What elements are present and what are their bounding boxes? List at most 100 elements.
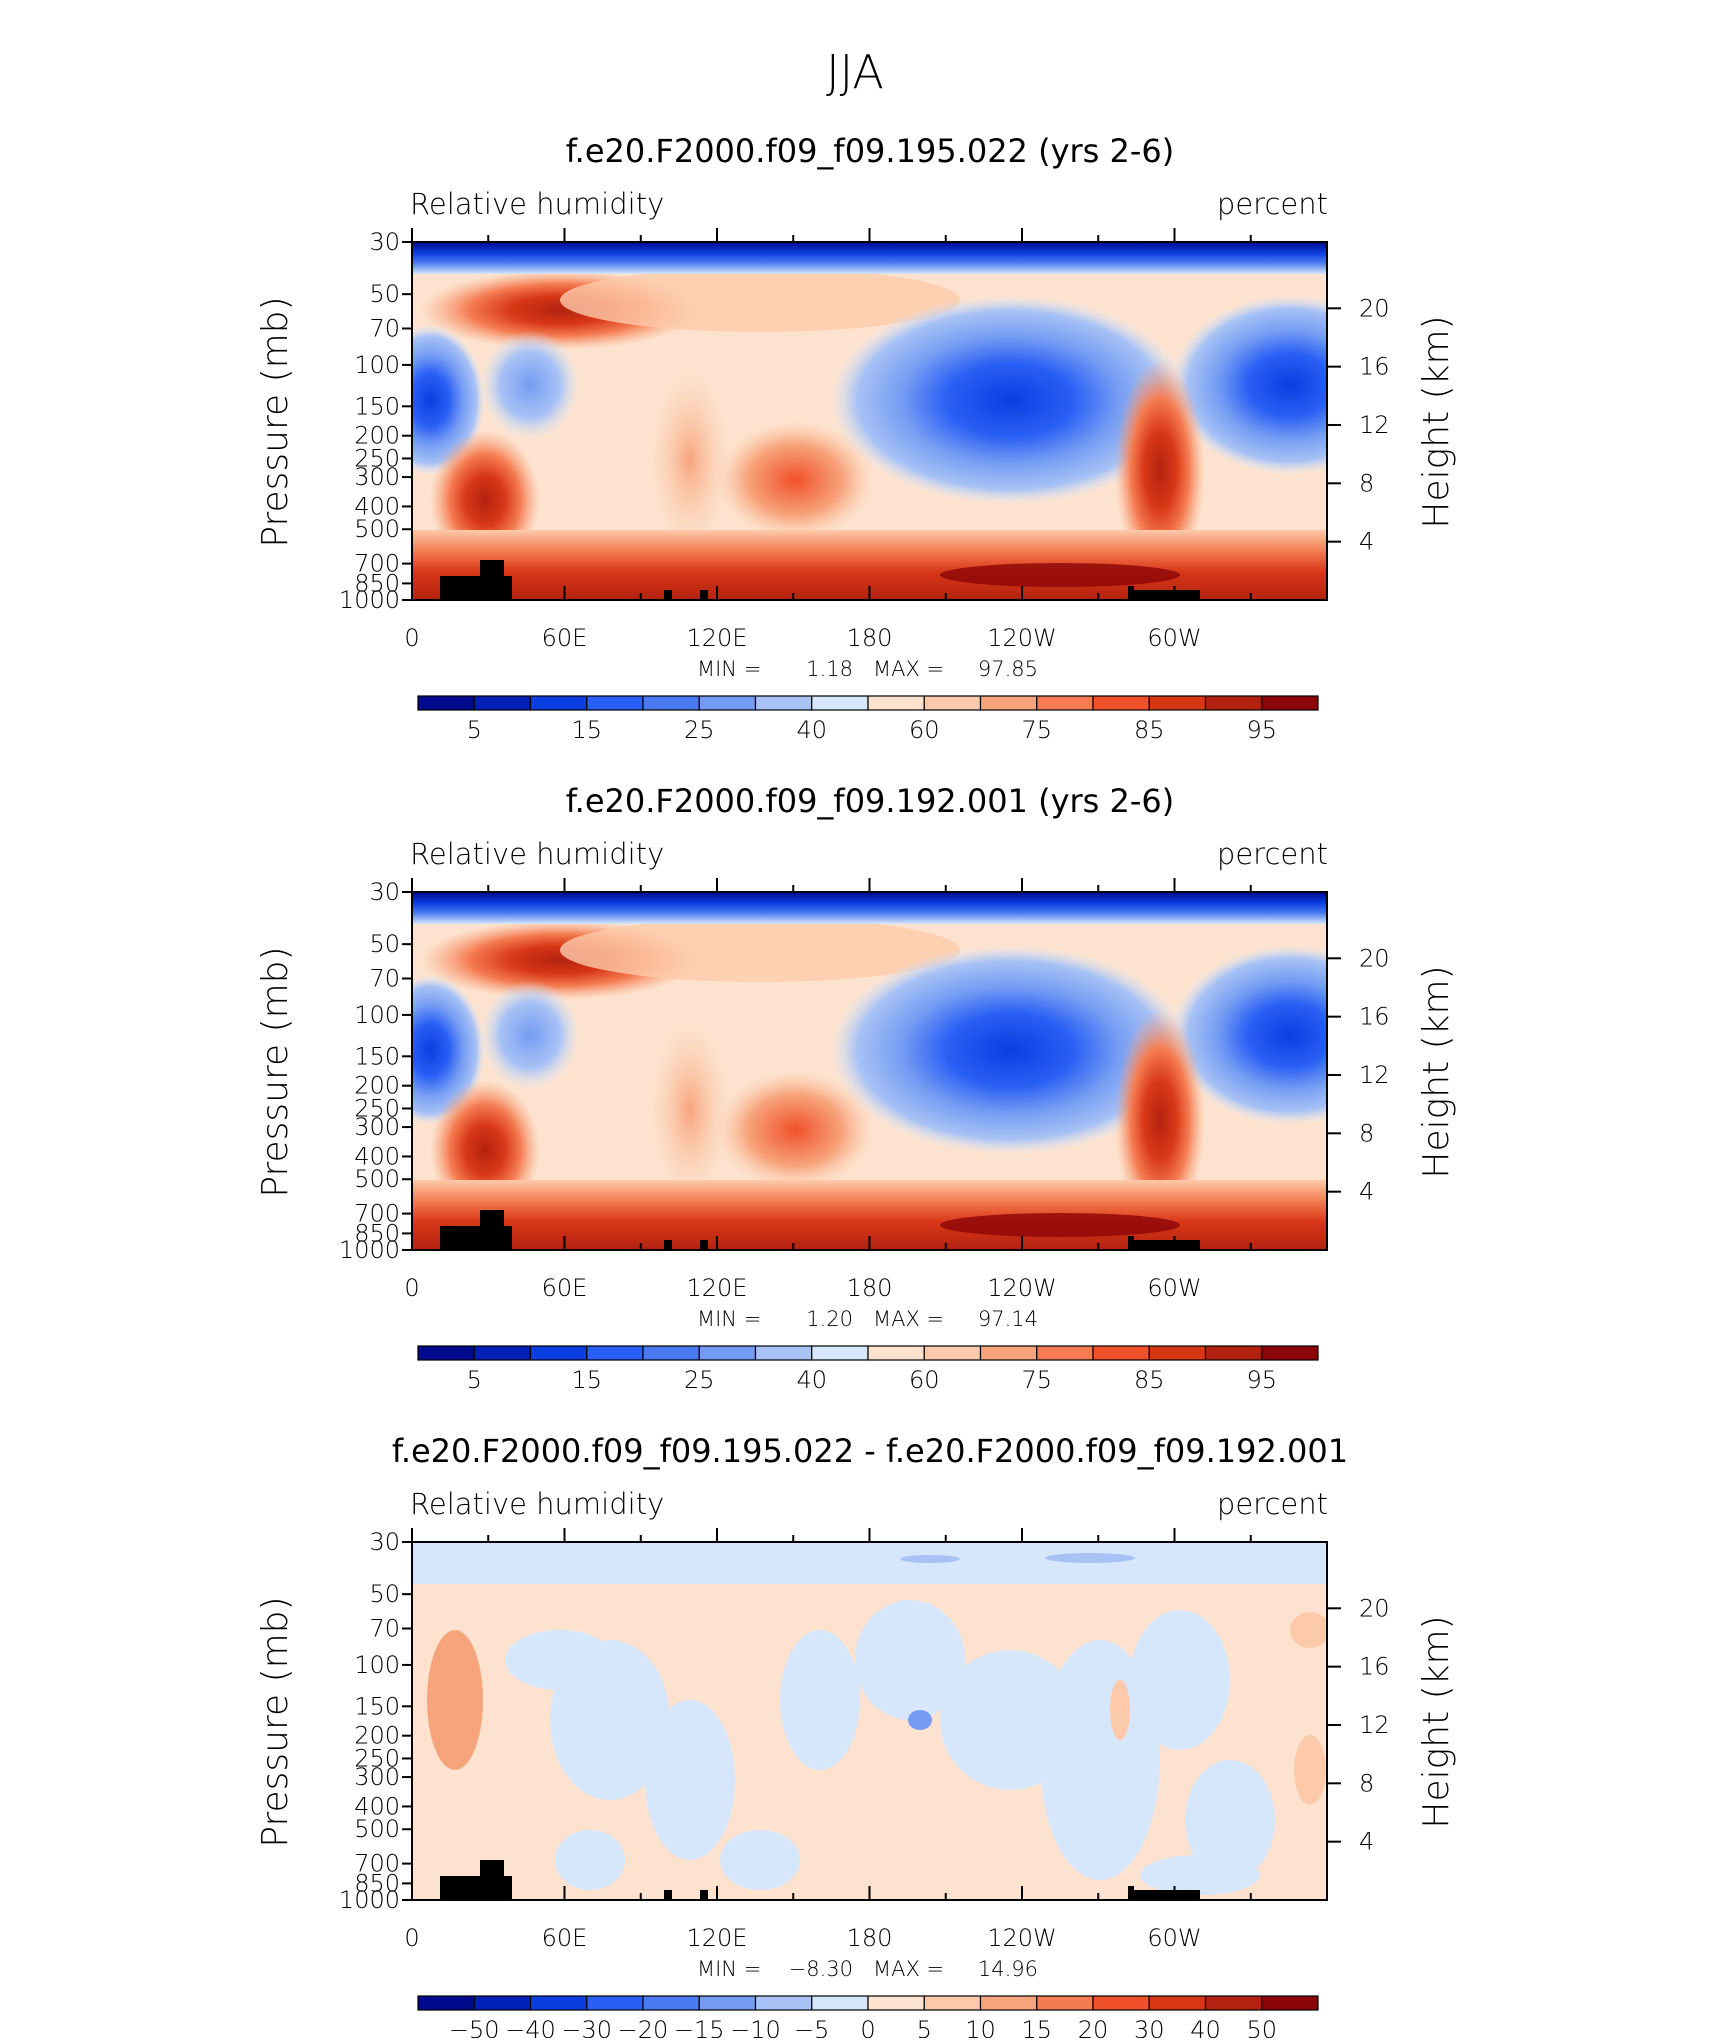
colorbar-box xyxy=(642,695,700,711)
upper-moist-band xyxy=(560,268,960,332)
y-tick-label: 1000 xyxy=(339,1886,400,1914)
topography-mask xyxy=(700,1890,708,1900)
page-title: JJA xyxy=(826,45,884,99)
y-tick-label: 400 xyxy=(354,1142,400,1170)
y-tick-label: 200 xyxy=(354,1072,400,1100)
negative-anomaly-minimum xyxy=(908,1710,932,1730)
min-value: 1.18 xyxy=(806,657,853,681)
min-label: MIN = xyxy=(697,1957,761,1981)
moist-column-americas xyxy=(1115,360,1205,580)
colorbar-box xyxy=(754,1995,813,2011)
y-tick-label: 50 xyxy=(369,1580,400,1608)
y2-tick-label: 8 xyxy=(1359,1119,1374,1147)
colorbar-box xyxy=(867,695,925,711)
negative-anomaly-region xyxy=(1040,1640,1160,1880)
colorbar-label: −50 xyxy=(449,2016,500,2038)
y-tick-label: 70 xyxy=(369,1615,400,1643)
topography-mask xyxy=(1128,586,1134,600)
colorbar-label: −10 xyxy=(730,2016,781,2038)
y-tick-label: 30 xyxy=(369,228,400,256)
negative-anomaly-region xyxy=(550,1640,670,1800)
y2-tick-label: 16 xyxy=(1359,1003,1390,1031)
topography-mask xyxy=(700,590,708,600)
colorbar-box xyxy=(867,1995,925,2011)
topography-mask xyxy=(480,1210,504,1250)
negative-anomaly-minimum xyxy=(900,1555,960,1563)
y2-tick-label: 4 xyxy=(1359,1828,1374,1856)
x-tick-label: 60W xyxy=(1147,1924,1201,1952)
x-tick-label: 180 xyxy=(847,1924,893,1952)
colorbar-label: 0 xyxy=(860,2016,875,2038)
negative-anomaly-region xyxy=(555,1830,625,1890)
colorbar-box xyxy=(473,1995,532,2011)
colorbar-label: 5 xyxy=(917,2016,932,2038)
colorbar-label: 85 xyxy=(1134,1366,1165,1394)
max-label: MAX = xyxy=(873,1957,944,1981)
y-tick-label: 500 xyxy=(354,515,400,543)
negative-anomaly-region xyxy=(780,1630,860,1770)
colorbar-box xyxy=(1036,1345,1094,1361)
colorbar-label: 15 xyxy=(571,716,602,744)
x-tick-label: 0 xyxy=(404,1924,419,1952)
rh-panel-case-192: f.e20.F2000.f09_f09.192.001 (yrs 2-6) Rel… xyxy=(255,782,1457,1394)
colorbar-box xyxy=(1261,695,1319,711)
y2-tick-label: 12 xyxy=(1359,411,1390,439)
y-tick-label: 250 xyxy=(354,1744,400,1772)
y-tick-label: 300 xyxy=(354,1113,400,1141)
topography-mask xyxy=(1128,1236,1134,1250)
y2-tick-label: 8 xyxy=(1359,469,1374,497)
rh-panel-difference: f.e20.F2000.f09_f09.195.022 - f.e20.F200… xyxy=(255,1432,1457,2042)
colorbar-label: 40 xyxy=(1190,2016,1221,2038)
topography-mask xyxy=(1128,1886,1134,1900)
colorbar-box xyxy=(923,1345,982,1361)
y-tick-label: 100 xyxy=(354,1651,400,1679)
colorbar-box xyxy=(811,695,869,711)
min-label: MIN = xyxy=(697,1307,761,1331)
y-tick-label: 1000 xyxy=(339,586,400,614)
y-tick-label: 50 xyxy=(369,930,400,958)
y-tick-label: 150 xyxy=(354,392,400,420)
colorbar-label: 75 xyxy=(1021,716,1052,744)
y-axis-title: Pressure (mb) xyxy=(255,946,296,1197)
max-value: 97.85 xyxy=(978,657,1038,681)
y2-tick-label: 16 xyxy=(1359,353,1390,381)
colorbar: 5 15 25 40 60 75 85 95 xyxy=(417,695,1319,744)
moist-column-americas xyxy=(1115,1010,1205,1230)
dry-region-atlantic xyxy=(1170,945,1327,1125)
negative-anomaly-region xyxy=(1140,1855,1260,1895)
x-tick-label: 120W xyxy=(987,1924,1057,1952)
x-tick-label: 60E xyxy=(542,624,588,652)
y-tick-label: 30 xyxy=(369,878,400,906)
colorbar-label: 60 xyxy=(909,716,940,744)
positive-anomaly-region xyxy=(1290,1612,1327,1648)
y2-tick-label: 12 xyxy=(1359,1061,1390,1089)
colorbar-box xyxy=(417,1345,475,1361)
topography-mask xyxy=(664,1240,672,1250)
y-tick-label: 200 xyxy=(354,1722,400,1750)
y-tick-label: 100 xyxy=(354,1001,400,1029)
y-tick-label: 50 xyxy=(369,280,400,308)
colorbar-box xyxy=(698,1995,757,2011)
colorbar-box xyxy=(529,695,588,711)
colorbar-box xyxy=(1261,1995,1319,2011)
y2-axis-title: Height (km) xyxy=(1416,315,1457,528)
stratosphere-diff-band xyxy=(412,1542,1327,1584)
colorbar-box xyxy=(923,1995,982,2011)
colorbar-label: 40 xyxy=(796,716,827,744)
topography-mask xyxy=(1134,590,1200,600)
colorbar-label: 15 xyxy=(571,1366,602,1394)
dry-region-africa xyxy=(480,330,580,440)
stratosphere-dry-band xyxy=(412,892,1327,924)
colorbar-box xyxy=(754,1345,813,1361)
moist-column-maritime xyxy=(715,1070,875,1190)
dry-region-africa xyxy=(480,980,580,1090)
min-label: MIN = xyxy=(697,657,761,681)
variable-label: Relative humidity xyxy=(410,187,664,221)
colorbar-box xyxy=(417,695,475,711)
y-tick-label: 700 xyxy=(354,1200,400,1228)
colorbar-label: 75 xyxy=(1021,1366,1052,1394)
colorbar-box xyxy=(1204,1345,1263,1361)
y2-axis-title: Height (km) xyxy=(1416,1615,1457,1828)
colorbar-label: −15 xyxy=(674,2016,725,2038)
